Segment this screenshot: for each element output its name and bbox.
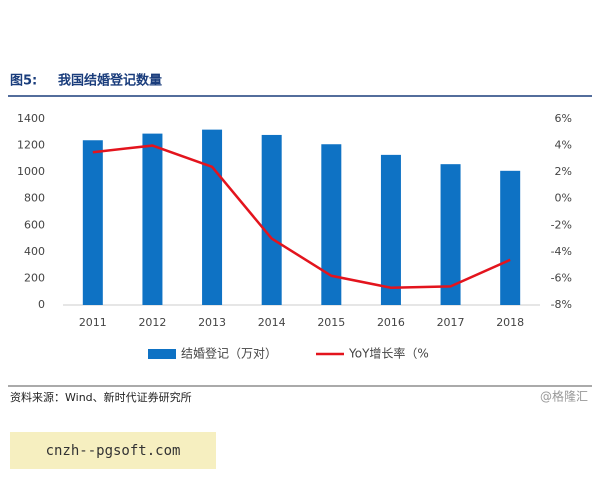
bar [202, 129, 223, 305]
site-label: cnzh--pgsoft.com [46, 443, 181, 459]
x-tick-label: 2017 [437, 316, 465, 329]
line [92, 144, 511, 289]
y-tick-label: 1400 [17, 112, 45, 125]
y-tick-label: 200 [24, 271, 45, 284]
bar [440, 164, 461, 305]
y-tick-label: 800 [24, 192, 45, 205]
bar [142, 133, 163, 305]
legend-label: 结婚登记（万对） [181, 346, 277, 361]
y2-tick-label: 4% [555, 139, 572, 152]
x-tick-label: 2013 [198, 316, 226, 329]
bar [500, 170, 521, 305]
watermark: @格隆汇 [540, 389, 588, 404]
y2-tick-label: -8% [551, 298, 572, 311]
y-tick-label: 600 [24, 218, 45, 231]
x-tick-label: 2011 [79, 316, 107, 329]
legend-label: YoY增长率（% [348, 346, 429, 361]
x-tick-label: 2018 [496, 316, 524, 329]
legend-swatch [148, 349, 176, 359]
bar [261, 134, 282, 305]
figure-label: 图5: [10, 74, 37, 89]
x-tick-label: 2016 [377, 316, 405, 329]
y2-tick-label: -4% [551, 245, 572, 258]
x-tick-label: 2015 [317, 316, 345, 329]
chart-title: 我国结婚登记数量 [58, 73, 162, 89]
bar [82, 140, 103, 305]
x-tick-label: 2012 [138, 316, 166, 329]
bar [380, 154, 401, 305]
y2-tick-label: -6% [551, 271, 572, 284]
x-tick-label: 2014 [258, 316, 286, 329]
source: 资料来源：Wind、新时代证券研究所 [10, 390, 192, 404]
y2-tick-label: 0% [555, 192, 572, 205]
y2-tick-label: 2% [555, 165, 572, 178]
bar [321, 144, 342, 305]
site-box [10, 432, 216, 469]
y-tick-label: 1200 [17, 139, 45, 152]
y2-tick-label: -2% [551, 218, 572, 231]
y-tick-label: 400 [24, 245, 45, 258]
y-tick-label: 1000 [17, 165, 45, 178]
y-tick-label: 0 [38, 298, 45, 311]
y2-tick-label: 6% [555, 112, 572, 125]
